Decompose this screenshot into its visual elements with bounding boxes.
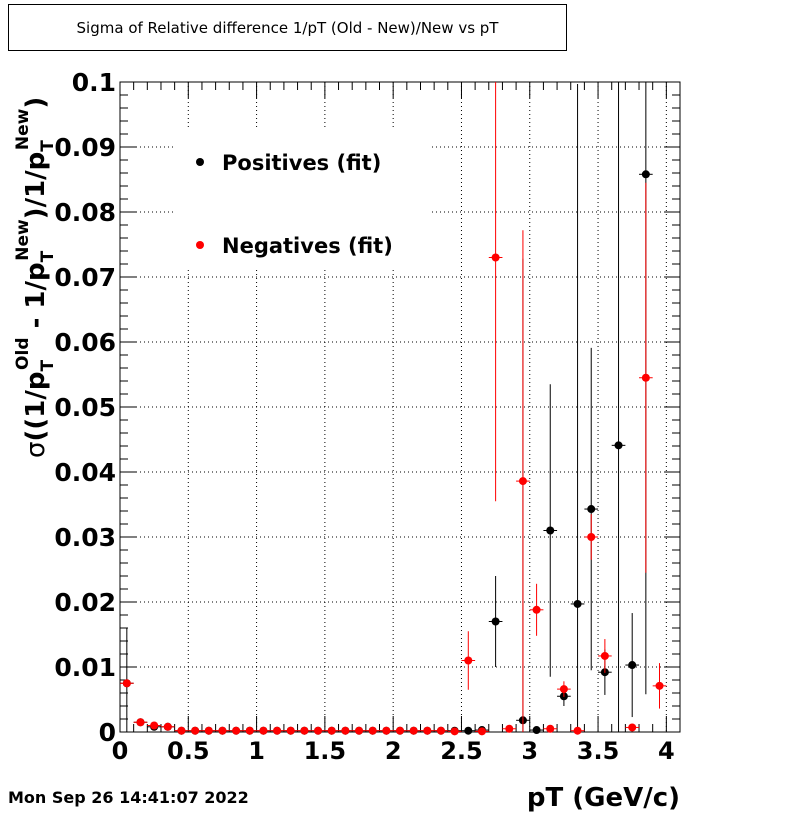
data-point bbox=[628, 723, 637, 732]
data-point bbox=[423, 726, 432, 735]
data-point bbox=[628, 661, 637, 670]
y-tick-label: 0.02 bbox=[54, 588, 116, 617]
data-point bbox=[341, 726, 350, 735]
x-tick-labels: 0 0.5 1 1.5 2 2.5 3 3.5 4 bbox=[112, 737, 675, 765]
data-point bbox=[450, 727, 459, 736]
data-point bbox=[368, 726, 377, 735]
x-tick-label: 1.5 bbox=[304, 737, 347, 765]
legend-marker bbox=[196, 158, 204, 166]
data-point bbox=[204, 726, 213, 735]
data-point bbox=[491, 253, 500, 262]
data-point bbox=[245, 726, 254, 735]
data-point bbox=[327, 726, 336, 735]
data-point bbox=[150, 721, 159, 730]
data-point bbox=[300, 726, 309, 735]
data-point bbox=[259, 726, 268, 735]
data-point bbox=[273, 726, 282, 735]
data-point bbox=[409, 726, 418, 735]
data-point bbox=[559, 685, 568, 694]
data-point bbox=[573, 726, 582, 735]
y-tick-label: 0.07 bbox=[54, 263, 116, 292]
x-tick-label: 3 bbox=[521, 737, 538, 765]
data-point bbox=[491, 617, 500, 626]
data-point bbox=[163, 722, 172, 731]
data-points bbox=[120, 82, 667, 736]
y-tick-labels: 0 0.01 0.02 0.03 0.04 0.05 0.06 0.07 0.08 0.09 0.1 bbox=[54, 68, 116, 747]
x-tick-label: 1 bbox=[248, 737, 265, 765]
data-point bbox=[382, 726, 391, 735]
data-point bbox=[655, 681, 664, 690]
data-point bbox=[587, 505, 596, 514]
y-tick-label: 0.04 bbox=[54, 458, 116, 487]
data-point bbox=[177, 726, 186, 735]
data-point bbox=[191, 726, 200, 735]
y-tick-label: 0.08 bbox=[54, 198, 116, 227]
data-point bbox=[546, 724, 555, 733]
data-point bbox=[587, 533, 596, 541]
data-point bbox=[122, 679, 131, 688]
data-point bbox=[573, 599, 582, 608]
series-negatives-fit bbox=[120, 82, 667, 736]
x-tick-label: 3.5 bbox=[577, 737, 620, 765]
data-point bbox=[641, 373, 650, 382]
x-tick-label: 2.5 bbox=[440, 737, 483, 765]
data-point bbox=[641, 170, 650, 179]
y-tick-label: 0.01 bbox=[54, 653, 116, 682]
legend-label: Positives (fit) bbox=[222, 151, 381, 175]
data-point bbox=[355, 726, 364, 735]
legend: Positives (fit) Negatives (fit) bbox=[176, 128, 430, 268]
y-tick-label: 0.09 bbox=[54, 133, 116, 162]
data-point bbox=[136, 718, 145, 727]
chart-title: Sigma of Relative difference 1/pT (Old -… bbox=[8, 4, 567, 51]
y-axis-label: σ((1/pTOld - 1/pTNew)/1/pTNew) bbox=[13, 97, 58, 458]
data-point bbox=[477, 727, 486, 736]
y-tick-label: 0.03 bbox=[54, 523, 116, 552]
legend-marker bbox=[196, 241, 204, 249]
data-point bbox=[532, 726, 541, 735]
data-point bbox=[396, 726, 404, 735]
data-point bbox=[232, 726, 241, 735]
data-point bbox=[464, 726, 473, 735]
legend-background bbox=[176, 128, 430, 268]
y-tick-label: 0.1 bbox=[72, 68, 116, 97]
data-point bbox=[218, 726, 227, 735]
x-tick-label: 4 bbox=[658, 737, 675, 765]
x-axis-label: pT (GeV/c) bbox=[527, 783, 680, 813]
legend-label: Negatives (fit) bbox=[222, 234, 393, 258]
data-point bbox=[436, 726, 445, 735]
y-tick-label: 0.06 bbox=[54, 328, 116, 357]
x-tick-label: 2 bbox=[385, 737, 402, 765]
data-point bbox=[614, 441, 623, 450]
data-point bbox=[286, 726, 295, 735]
data-point bbox=[314, 726, 323, 735]
data-point bbox=[505, 724, 514, 733]
data-point bbox=[600, 651, 609, 660]
y-tick-label: 0.05 bbox=[54, 393, 116, 422]
timestamp: Mon Sep 26 14:41:07 2022 bbox=[8, 788, 249, 807]
x-tick-label: 0.5 bbox=[167, 737, 210, 765]
data-point bbox=[518, 477, 527, 486]
data-point bbox=[546, 526, 555, 535]
x-tick-label: 0 bbox=[112, 737, 129, 765]
data-point bbox=[464, 656, 473, 665]
y-tick-label: 0 bbox=[99, 718, 116, 747]
data-point bbox=[532, 605, 541, 614]
